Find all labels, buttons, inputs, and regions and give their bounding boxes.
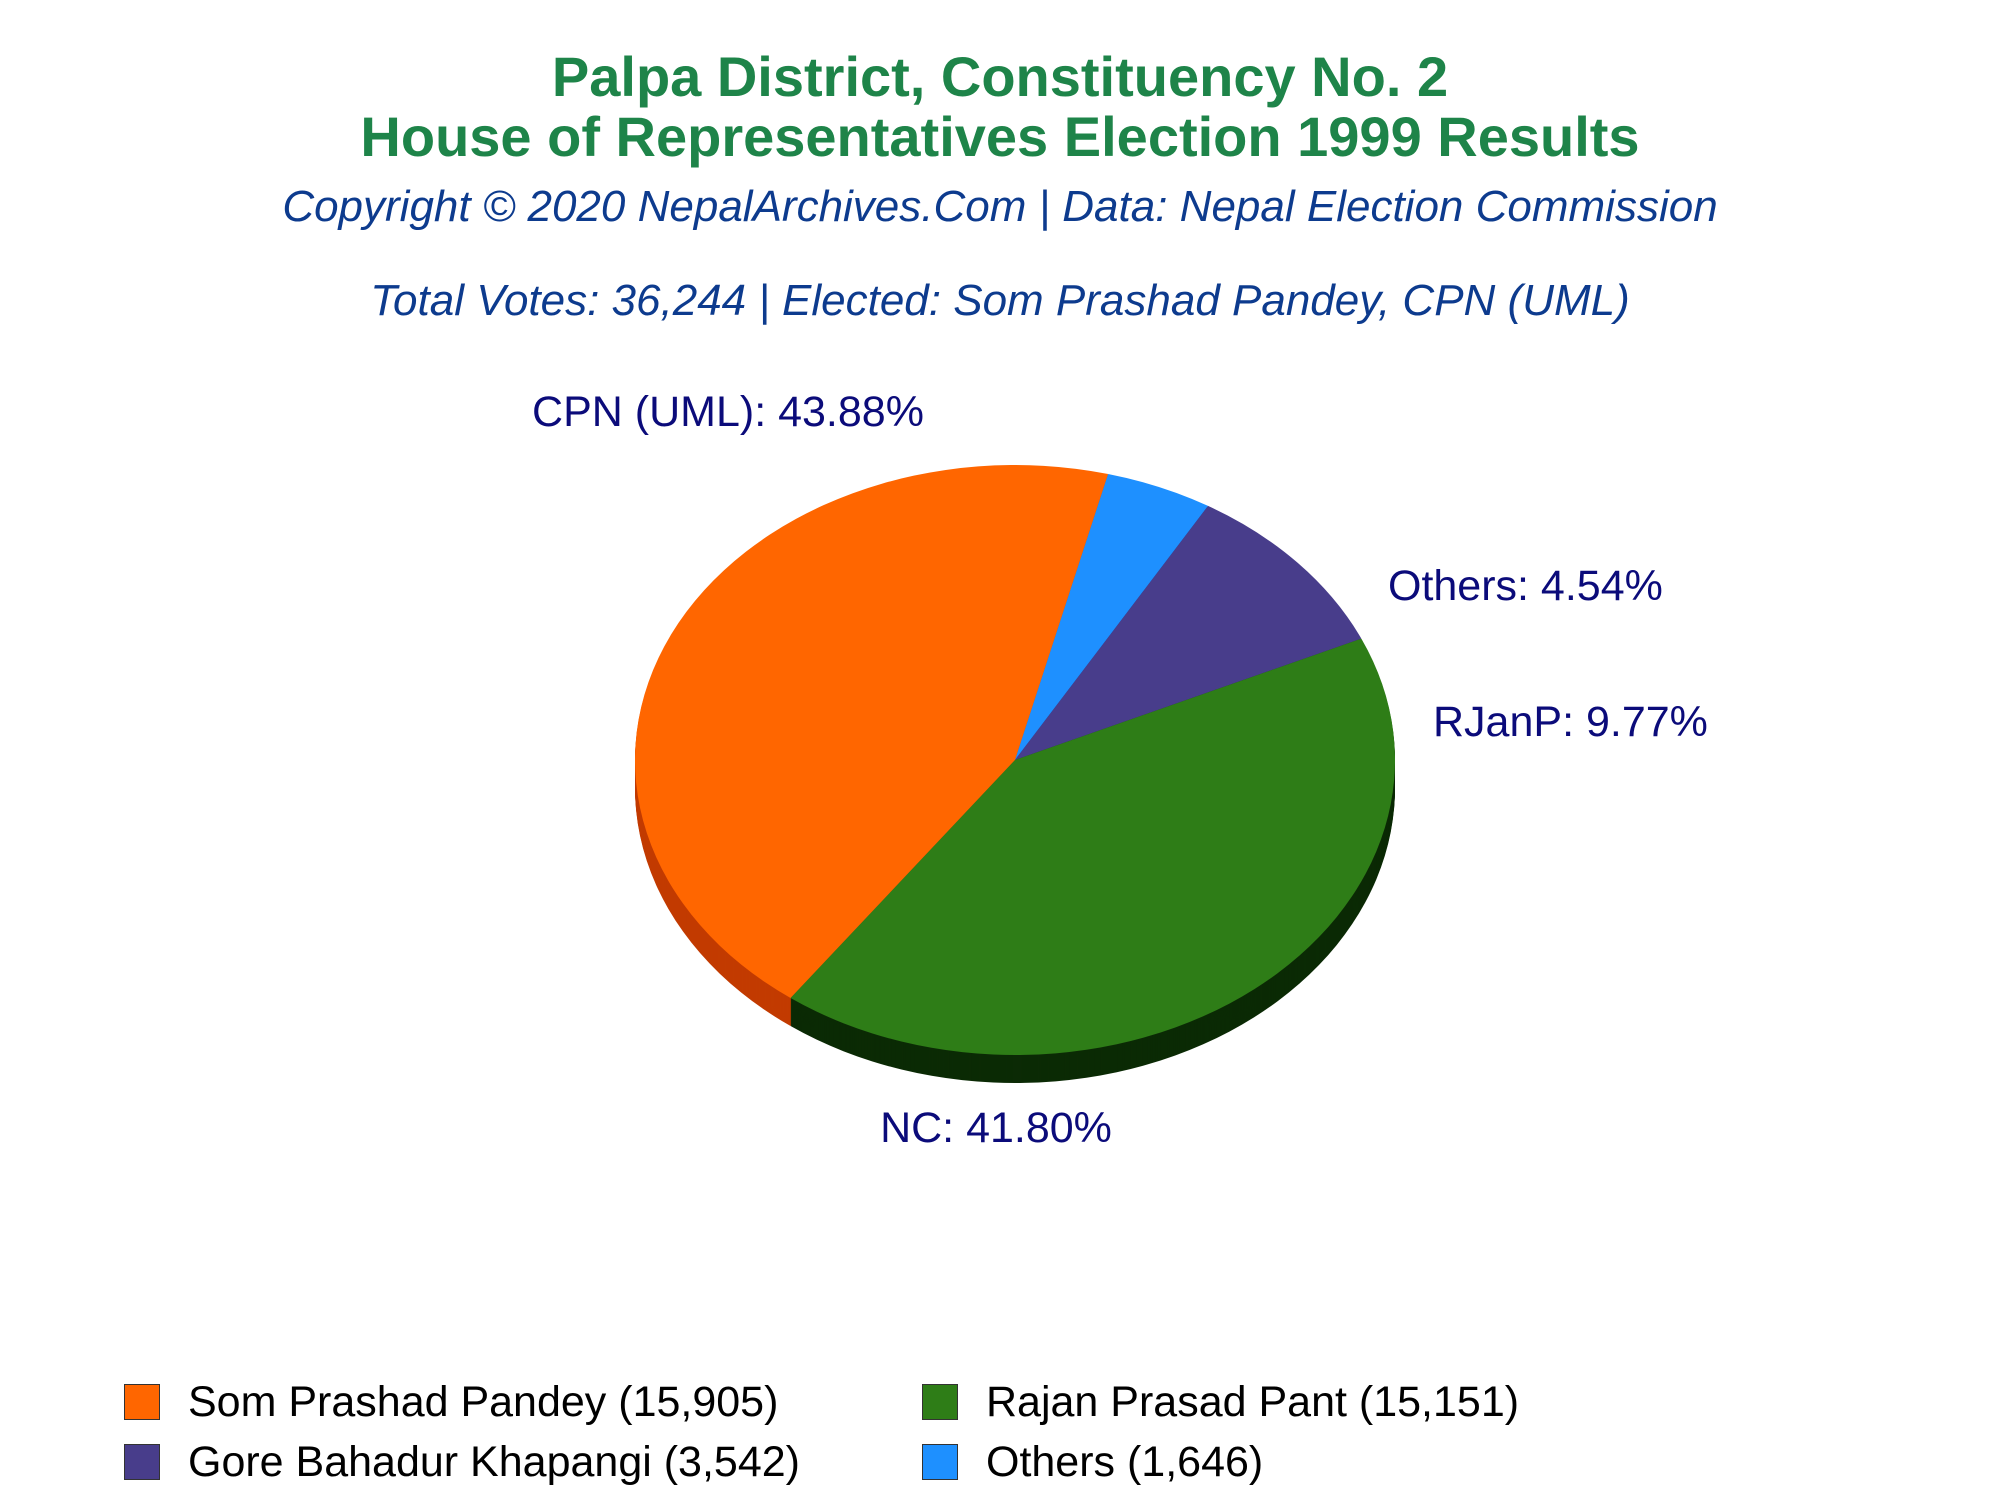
pie-slice-nc xyxy=(790,638,1396,1056)
pie-slice-rjanp xyxy=(1015,505,1362,760)
legend-item: Som Prashad Pandey (15,905) xyxy=(124,1376,778,1428)
slice-label-others: Others: 4.54% xyxy=(1388,562,1663,610)
copyright-text: Copyright © 2020 NepalArchives.Com | Dat… xyxy=(282,182,1718,231)
legend-label: Others (1,646) xyxy=(986,1437,1264,1486)
legend-swatch xyxy=(124,1444,160,1480)
legend-item: Rajan Prasad Pant (15,151) xyxy=(922,1376,1519,1428)
pie-slices-group xyxy=(634,464,1396,1056)
slice-label-cpn-uml-: CPN (UML): 43.88% xyxy=(532,388,924,436)
legend-label: Som Prashad Pandey (15,905) xyxy=(188,1377,779,1426)
legend-swatch xyxy=(922,1444,958,1480)
vote-summary: Total Votes: 36,244 | Elected: Som Prash… xyxy=(370,276,1630,325)
chart-subtitle: House of Representatives Election 1999 R… xyxy=(360,105,1640,168)
legend-swatch xyxy=(922,1384,958,1420)
pie-labels-group: CPN (UML): 43.88% Others: 4.54% RJanP: 9.7… xyxy=(532,388,1708,1152)
pie-slice-cpn-uml- xyxy=(634,464,1109,999)
pie-slice-others xyxy=(1015,473,1209,760)
legend-item: Others (1,646) xyxy=(922,1436,1263,1488)
legend-swatch xyxy=(124,1384,160,1420)
legend-label: Rajan Prasad Pant (15,151) xyxy=(986,1377,1520,1426)
chart-title: Palpa District, Constituency No. 2 xyxy=(551,45,1449,108)
slice-label-nc: NC: 41.80% xyxy=(880,1104,1112,1152)
slice-label-rjanp: RJanP: 9.77% xyxy=(1433,698,1708,746)
legend-label: Gore Bahadur Khapangi (3,542) xyxy=(188,1437,800,1486)
legend-item: Gore Bahadur Khapangi (3,542) xyxy=(124,1436,800,1488)
